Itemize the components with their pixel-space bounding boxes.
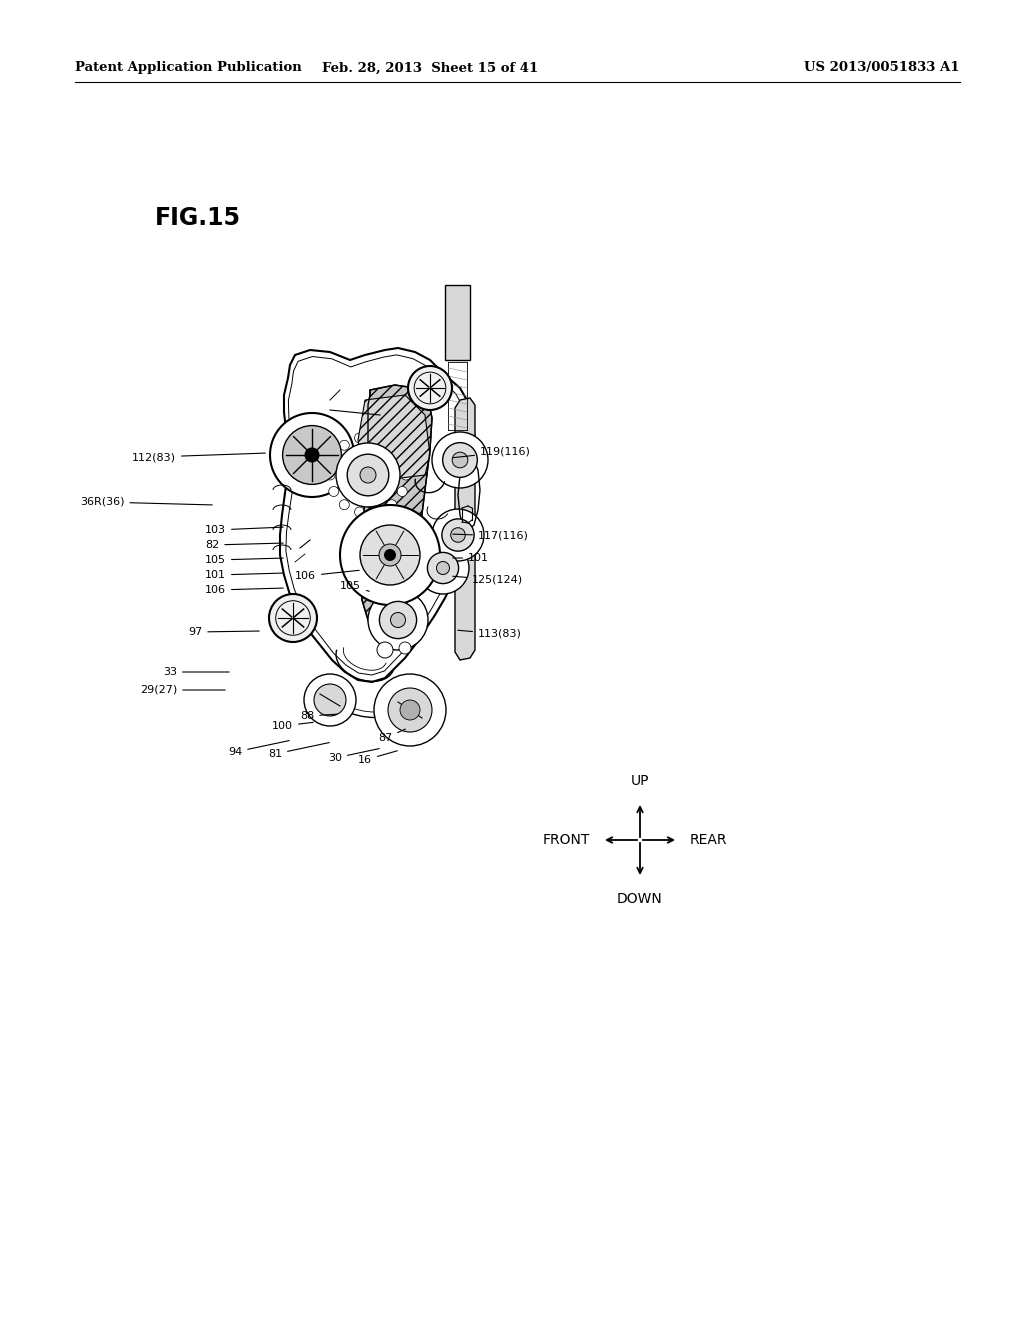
Circle shape xyxy=(417,543,469,594)
Circle shape xyxy=(283,425,341,484)
Circle shape xyxy=(401,470,411,480)
Text: 30: 30 xyxy=(328,748,379,763)
Polygon shape xyxy=(358,395,430,480)
Text: 103: 103 xyxy=(205,525,284,535)
Circle shape xyxy=(408,366,452,411)
Text: 106: 106 xyxy=(205,585,284,595)
Circle shape xyxy=(339,441,349,450)
Polygon shape xyxy=(360,385,432,635)
Text: 88: 88 xyxy=(300,711,337,721)
Text: 100: 100 xyxy=(272,721,313,731)
Circle shape xyxy=(339,500,349,510)
Text: 106: 106 xyxy=(295,570,359,581)
FancyBboxPatch shape xyxy=(445,285,470,360)
Text: 97: 97 xyxy=(188,627,259,638)
Text: FIG.15: FIG.15 xyxy=(155,206,241,230)
Text: 113(83): 113(83) xyxy=(458,630,522,639)
Text: 117(116): 117(116) xyxy=(453,531,528,541)
Circle shape xyxy=(347,454,389,496)
Text: 29(27): 29(27) xyxy=(140,685,225,696)
Text: FRONT: FRONT xyxy=(543,833,590,847)
Circle shape xyxy=(390,612,406,627)
Text: 119(116): 119(116) xyxy=(453,447,530,458)
Text: 105: 105 xyxy=(205,554,284,565)
Circle shape xyxy=(325,470,335,480)
Circle shape xyxy=(372,433,382,444)
Text: 36R(36): 36R(36) xyxy=(80,498,212,507)
Text: 82: 82 xyxy=(205,540,284,550)
Circle shape xyxy=(442,442,477,478)
Circle shape xyxy=(360,525,420,585)
Circle shape xyxy=(368,590,428,649)
Text: 33: 33 xyxy=(163,667,229,677)
Circle shape xyxy=(372,507,382,517)
Circle shape xyxy=(269,594,317,642)
Circle shape xyxy=(387,500,396,510)
Text: UP: UP xyxy=(631,774,649,788)
Circle shape xyxy=(397,454,408,463)
Circle shape xyxy=(377,642,393,657)
Circle shape xyxy=(432,432,488,488)
Circle shape xyxy=(336,444,400,507)
Circle shape xyxy=(304,675,356,726)
Circle shape xyxy=(451,528,465,543)
Circle shape xyxy=(314,684,346,715)
Circle shape xyxy=(380,602,417,639)
Circle shape xyxy=(329,454,339,463)
Circle shape xyxy=(399,642,411,653)
Circle shape xyxy=(374,675,446,746)
Circle shape xyxy=(442,519,474,552)
Text: Feb. 28, 2013  Sheet 15 of 41: Feb. 28, 2013 Sheet 15 of 41 xyxy=(322,62,539,74)
Circle shape xyxy=(397,487,408,496)
Text: 101: 101 xyxy=(205,570,284,579)
Circle shape xyxy=(329,487,339,496)
Circle shape xyxy=(384,549,396,561)
Text: DOWN: DOWN xyxy=(617,892,663,906)
Text: 81: 81 xyxy=(268,743,330,759)
Text: REAR: REAR xyxy=(690,833,727,847)
Circle shape xyxy=(427,552,459,583)
Text: 87: 87 xyxy=(378,729,406,743)
Text: 16: 16 xyxy=(358,751,397,766)
Text: US 2013/0051833 A1: US 2013/0051833 A1 xyxy=(805,62,961,74)
Circle shape xyxy=(354,433,365,444)
Circle shape xyxy=(432,510,484,561)
Circle shape xyxy=(340,506,440,605)
Text: 125(124): 125(124) xyxy=(453,576,523,585)
Circle shape xyxy=(400,700,420,719)
Text: 112(83): 112(83) xyxy=(132,451,265,462)
Circle shape xyxy=(270,413,354,498)
Polygon shape xyxy=(280,348,475,682)
Circle shape xyxy=(379,544,401,566)
Text: 101: 101 xyxy=(453,553,489,564)
Polygon shape xyxy=(455,399,475,660)
Circle shape xyxy=(360,467,376,483)
Circle shape xyxy=(453,453,468,467)
Circle shape xyxy=(387,441,396,450)
Text: 94: 94 xyxy=(228,741,290,756)
Text: 105: 105 xyxy=(340,581,370,591)
Circle shape xyxy=(388,688,432,733)
Circle shape xyxy=(304,447,319,462)
Circle shape xyxy=(436,561,450,574)
Circle shape xyxy=(354,507,365,517)
Text: Patent Application Publication: Patent Application Publication xyxy=(75,62,302,74)
